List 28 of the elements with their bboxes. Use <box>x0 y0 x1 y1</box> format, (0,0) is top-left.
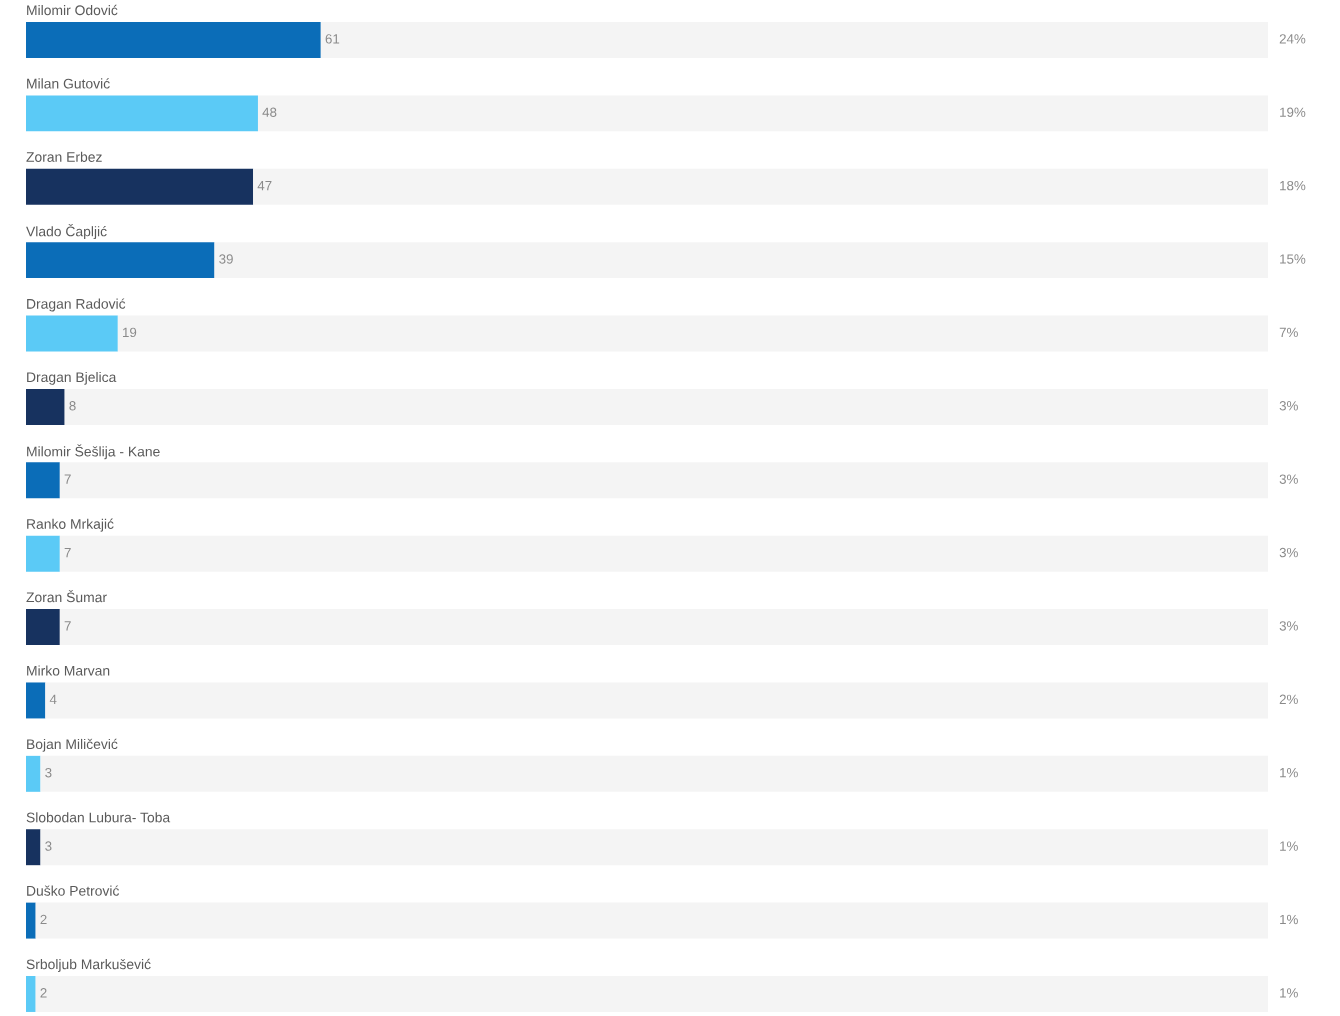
bar <box>59 535 1268 572</box>
bar <box>26 902 36 939</box>
bar <box>35 976 1268 1012</box>
bar <box>64 388 1268 425</box>
bar <box>59 462 1268 499</box>
bar <box>26 535 60 572</box>
bar <box>26 829 41 866</box>
bar <box>26 388 65 425</box>
bar <box>26 242 215 279</box>
bar <box>40 829 1268 866</box>
bar <box>253 168 1268 205</box>
bar <box>214 242 1268 279</box>
bar <box>26 755 41 792</box>
bar <box>257 95 1268 132</box>
bar <box>45 682 1268 719</box>
bar <box>26 22 321 58</box>
bar <box>26 609 60 646</box>
bar <box>26 462 60 499</box>
bar <box>40 755 1268 792</box>
bar <box>35 902 1268 939</box>
bar <box>26 976 36 1012</box>
bar <box>26 168 254 205</box>
bar <box>117 315 1268 352</box>
bar <box>26 95 258 132</box>
bar <box>320 22 1268 58</box>
bar <box>59 609 1268 646</box>
bar <box>26 682 46 719</box>
bar <box>26 315 118 352</box>
